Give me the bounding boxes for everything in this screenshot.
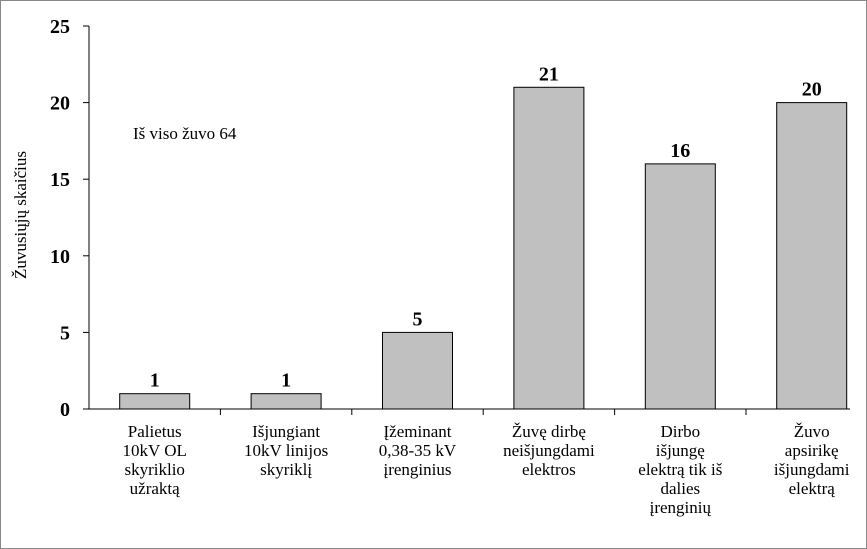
x-tick-label: Išjungiant [252,422,320,441]
value-label: 20 [802,79,822,101]
x-tick-label: 10kV linijos [244,441,328,460]
y-axis-label: Žuvusiųjų skaičius [11,151,30,279]
bar [776,102,848,410]
x-tick-label: Žuvo [794,422,830,441]
x-tick-label: užraktą [130,479,180,498]
x-tick-label: Dirbo [660,422,700,441]
x-tick-label: Įžeminant [384,422,452,441]
x-tick-label: Žuvę dirbę [512,422,586,441]
x-tick-label: elektros [522,460,576,479]
annotation: Iš viso žuvo 64 [133,124,237,143]
bar [513,86,585,410]
x-tick-label: Palietus [128,422,182,441]
x-tick-label: elektrą [789,479,836,498]
y-tick-label: 20 [50,93,70,115]
bar [644,163,716,410]
y-tick-label: 15 [50,169,70,191]
value-label: 16 [670,140,690,162]
y-tick-label: 25 [50,16,70,38]
x-tick-label: dalies [660,479,700,498]
x-tick-label: neišjungdami [503,441,595,460]
value-label: 21 [539,63,559,85]
y-tick-label: 10 [50,246,70,268]
value-label: 1 [281,370,291,392]
x-tick-label: 0,38-35 kV [379,441,457,460]
y-tick-label: 0 [60,399,70,421]
x-tick-label: įrenginius [384,460,452,479]
x-tick-label: išjungdami [774,460,850,479]
x-tick-label: skyriklį [260,460,312,479]
bar [250,393,322,410]
x-tick-label: elektrą tik iš [638,460,722,479]
x-tick-label: išjungę [656,441,705,460]
value-label: 1 [150,370,160,392]
x-tick-label: įrenginių [650,498,712,517]
bar [119,393,191,410]
y-tick-label: 5 [60,322,70,344]
bar [382,331,453,410]
x-tick-label: 10kV OL [123,441,187,460]
x-tick-label: apsirikę [785,441,839,460]
value-label: 5 [413,308,423,330]
x-tick-label: skyriklio [124,460,184,479]
